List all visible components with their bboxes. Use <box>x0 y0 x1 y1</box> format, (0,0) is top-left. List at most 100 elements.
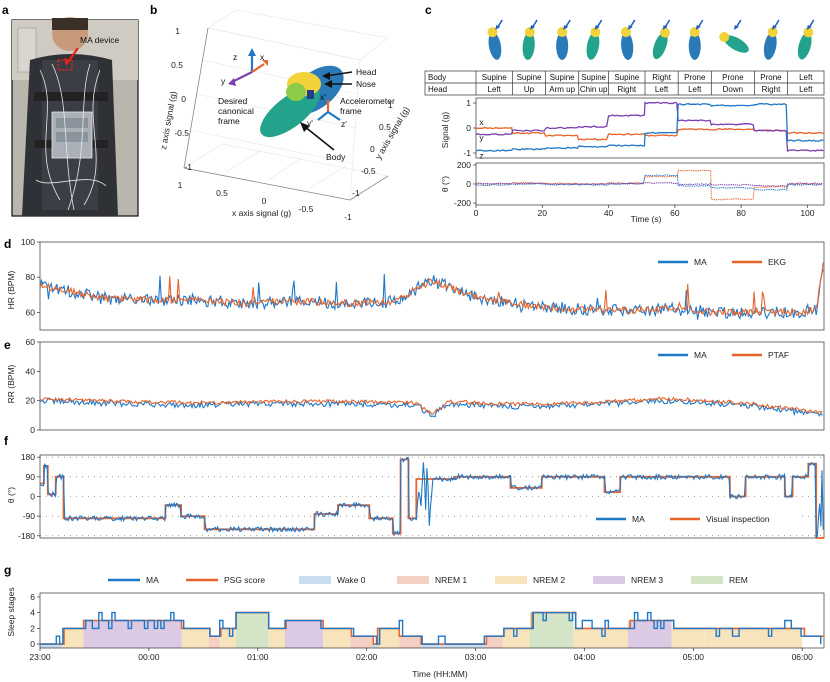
figure-body <box>488 32 502 60</box>
panel-a-label: a <box>2 3 9 17</box>
sleep-legend-swatch <box>397 576 429 584</box>
legend-label-0: MA <box>694 257 707 267</box>
sleep-legend-swatch <box>495 576 527 584</box>
table-head-cell: Arm up <box>549 85 575 94</box>
table-head-cell: Right <box>617 85 636 94</box>
theta-night-ytick-label: 0 <box>30 492 35 502</box>
figure-body <box>652 32 668 60</box>
posture-table: Body Head Supine Left Supine Up Supine Arm up Su… <box>424 70 825 96</box>
sleep-legend-label: NREM 2 <box>533 575 565 585</box>
theta-series <box>475 169 823 201</box>
arrow-head-nose <box>260 65 344 138</box>
hr-series-EKG <box>39 262 824 317</box>
c-signal-ylabel: Signal (g) <box>440 112 450 149</box>
canonical-annotation-1: Desired <box>218 96 248 106</box>
sleep-xtick-label: 03:00 <box>465 652 487 662</box>
stage-band <box>372 644 378 648</box>
b-x-tick: -1 <box>344 212 352 222</box>
rr-frame <box>39 341 825 431</box>
accel-frame-annotation-2: frame <box>340 106 362 116</box>
figure-arrowhead <box>662 25 668 30</box>
figure-arrowhead <box>563 25 569 30</box>
figure-head <box>719 32 730 42</box>
table-head-cell: Right <box>762 85 781 94</box>
table-head-cell: Chin up <box>580 85 608 94</box>
stage-band <box>573 628 628 648</box>
b-x-tick: 1 <box>178 180 183 190</box>
posture-figure <box>586 19 603 60</box>
stage-band <box>208 636 220 648</box>
panel-g-label: g <box>4 563 11 577</box>
table-head-cell: Left <box>799 85 813 94</box>
stage-band <box>704 628 803 648</box>
signal-series-y <box>475 101 824 153</box>
figure-arrowhead <box>594 25 600 30</box>
posture-figure <box>652 19 671 60</box>
figure-arrowhead <box>530 25 536 30</box>
stage-band <box>323 628 351 648</box>
b-y-tick: -1 <box>352 188 360 198</box>
g-ylabel: Sleep stages <box>6 587 16 636</box>
figure-arrowhead <box>771 25 777 30</box>
panel-b-label: b <box>150 3 157 17</box>
panel-b-ticks: 1 0.5 0 -0.5 -1 -1 -0.5 0 0.5 1 1 0.5 0 -0.5 -1 <box>171 26 393 222</box>
sleep-legend-label: MA <box>146 575 159 585</box>
b-z-tick: 1 <box>175 26 180 36</box>
sleep-ytick-label: 6 <box>30 592 35 602</box>
sleep-ytick-label: 2 <box>30 623 35 633</box>
table-head-cell: Left <box>688 85 702 94</box>
figure-body <box>688 32 701 60</box>
hr-ytick-label: 60 <box>26 307 36 317</box>
b-x-axis-label: x axis signal (g) <box>232 208 291 218</box>
sleep-legend-swatch <box>299 576 331 584</box>
posture-figure <box>556 19 571 60</box>
figure-head <box>767 27 778 38</box>
accel-frame-annotation-1: Accelerometer <box>340 96 395 106</box>
table-head-cell: Left <box>488 85 502 94</box>
stage-band <box>486 636 503 648</box>
sleep-xtick-label: 05:00 <box>683 652 705 662</box>
nose-annotation: Nose <box>356 79 376 89</box>
sleep-ytick-label: 0 <box>30 639 35 649</box>
sleep-xtick-label: 02:00 <box>356 652 378 662</box>
table-body-cell: Left <box>799 73 813 82</box>
signal-plot: 1 0 -1 xyz <box>463 97 825 161</box>
c-theta-ylabel: θ (°) <box>440 176 450 192</box>
figure-body <box>522 32 535 60</box>
b-x-tick: 0.5 <box>216 188 228 198</box>
theta-night-ytick-label: -180 <box>18 531 35 541</box>
hr-frame <box>39 241 825 331</box>
table-body-cell: Supine <box>482 73 507 82</box>
c-xtick-label: 20 <box>538 208 548 218</box>
figure-head <box>660 27 671 38</box>
stage-band <box>502 628 530 648</box>
posture-figure <box>719 19 749 53</box>
rr-plot: 60 40 20 0 MA PTAF <box>26 337 825 435</box>
b-z-axis-label: z axis signal (g) <box>158 90 178 150</box>
figure-body <box>763 32 777 60</box>
figure-head <box>689 27 700 37</box>
signal-series-label-z: z <box>479 151 483 161</box>
b-z-tick: 0.5 <box>171 60 183 70</box>
b-z-tick: 0 <box>181 94 186 104</box>
figure-head <box>590 27 601 38</box>
stage-band <box>61 628 84 648</box>
sleep-stage-plot: 6 4 2 0 23:00 00:00 01:00 02:00 03:00 04:00 05:00 0… <box>29 575 825 662</box>
sleep-legend-label: REM <box>729 575 748 585</box>
accel-z-label: z' <box>341 119 347 129</box>
table-head-cell: Down <box>723 85 743 94</box>
sleep-legend-label: NREM 3 <box>631 575 663 585</box>
c-xtick-label: 40 <box>604 208 614 218</box>
sleep-xtick-label: 00:00 <box>138 652 160 662</box>
rr-series-PTAF <box>39 396 823 416</box>
sleep-ytick-label: 4 <box>30 608 35 618</box>
figure-body <box>556 32 569 60</box>
figure-body <box>797 32 812 60</box>
table-head-cell: Up <box>524 85 535 94</box>
canonical-y-label: y <box>221 76 226 86</box>
canonical-z-label: z <box>233 52 237 62</box>
stage-band <box>40 644 62 648</box>
sleep-frame <box>39 592 825 649</box>
